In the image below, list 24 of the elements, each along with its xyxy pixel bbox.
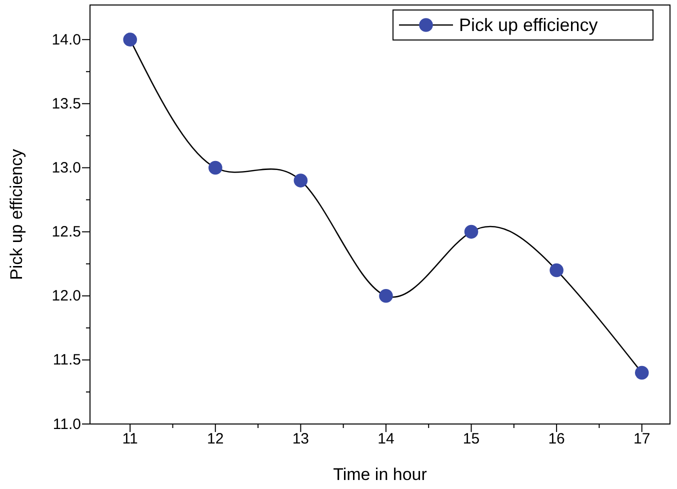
legend-label: Pick up efficiency	[459, 15, 598, 35]
point	[208, 160, 222, 175]
point	[464, 224, 478, 239]
x-tick-label: 17	[634, 430, 650, 448]
y-axis-title: Pick up efficiency	[7, 148, 26, 280]
y-tick-label: 14.0	[52, 31, 81, 48]
y-tick-label: 12.0	[52, 288, 81, 305]
y-tick-label: 13.0	[52, 160, 81, 177]
point	[123, 32, 137, 46]
x-tick-label: 14	[378, 430, 394, 448]
x-tick-label: 13	[292, 430, 310, 448]
x-axis-title: Time in hour	[333, 465, 428, 484]
y-tick-label: 12.5	[52, 224, 81, 241]
point	[550, 263, 564, 278]
y-tick-label: 13.5	[52, 95, 81, 112]
point	[294, 174, 308, 188]
x-tick-label: 12	[207, 430, 224, 448]
x-tick-label: 11	[122, 430, 138, 448]
x-tick-label: 15	[462, 430, 480, 448]
y-tick-label: 11.5	[52, 352, 81, 369]
x-tick-label: 16	[548, 430, 565, 448]
y-tick-label: 11.0	[52, 416, 81, 433]
point	[379, 288, 393, 303]
point	[634, 366, 649, 380]
